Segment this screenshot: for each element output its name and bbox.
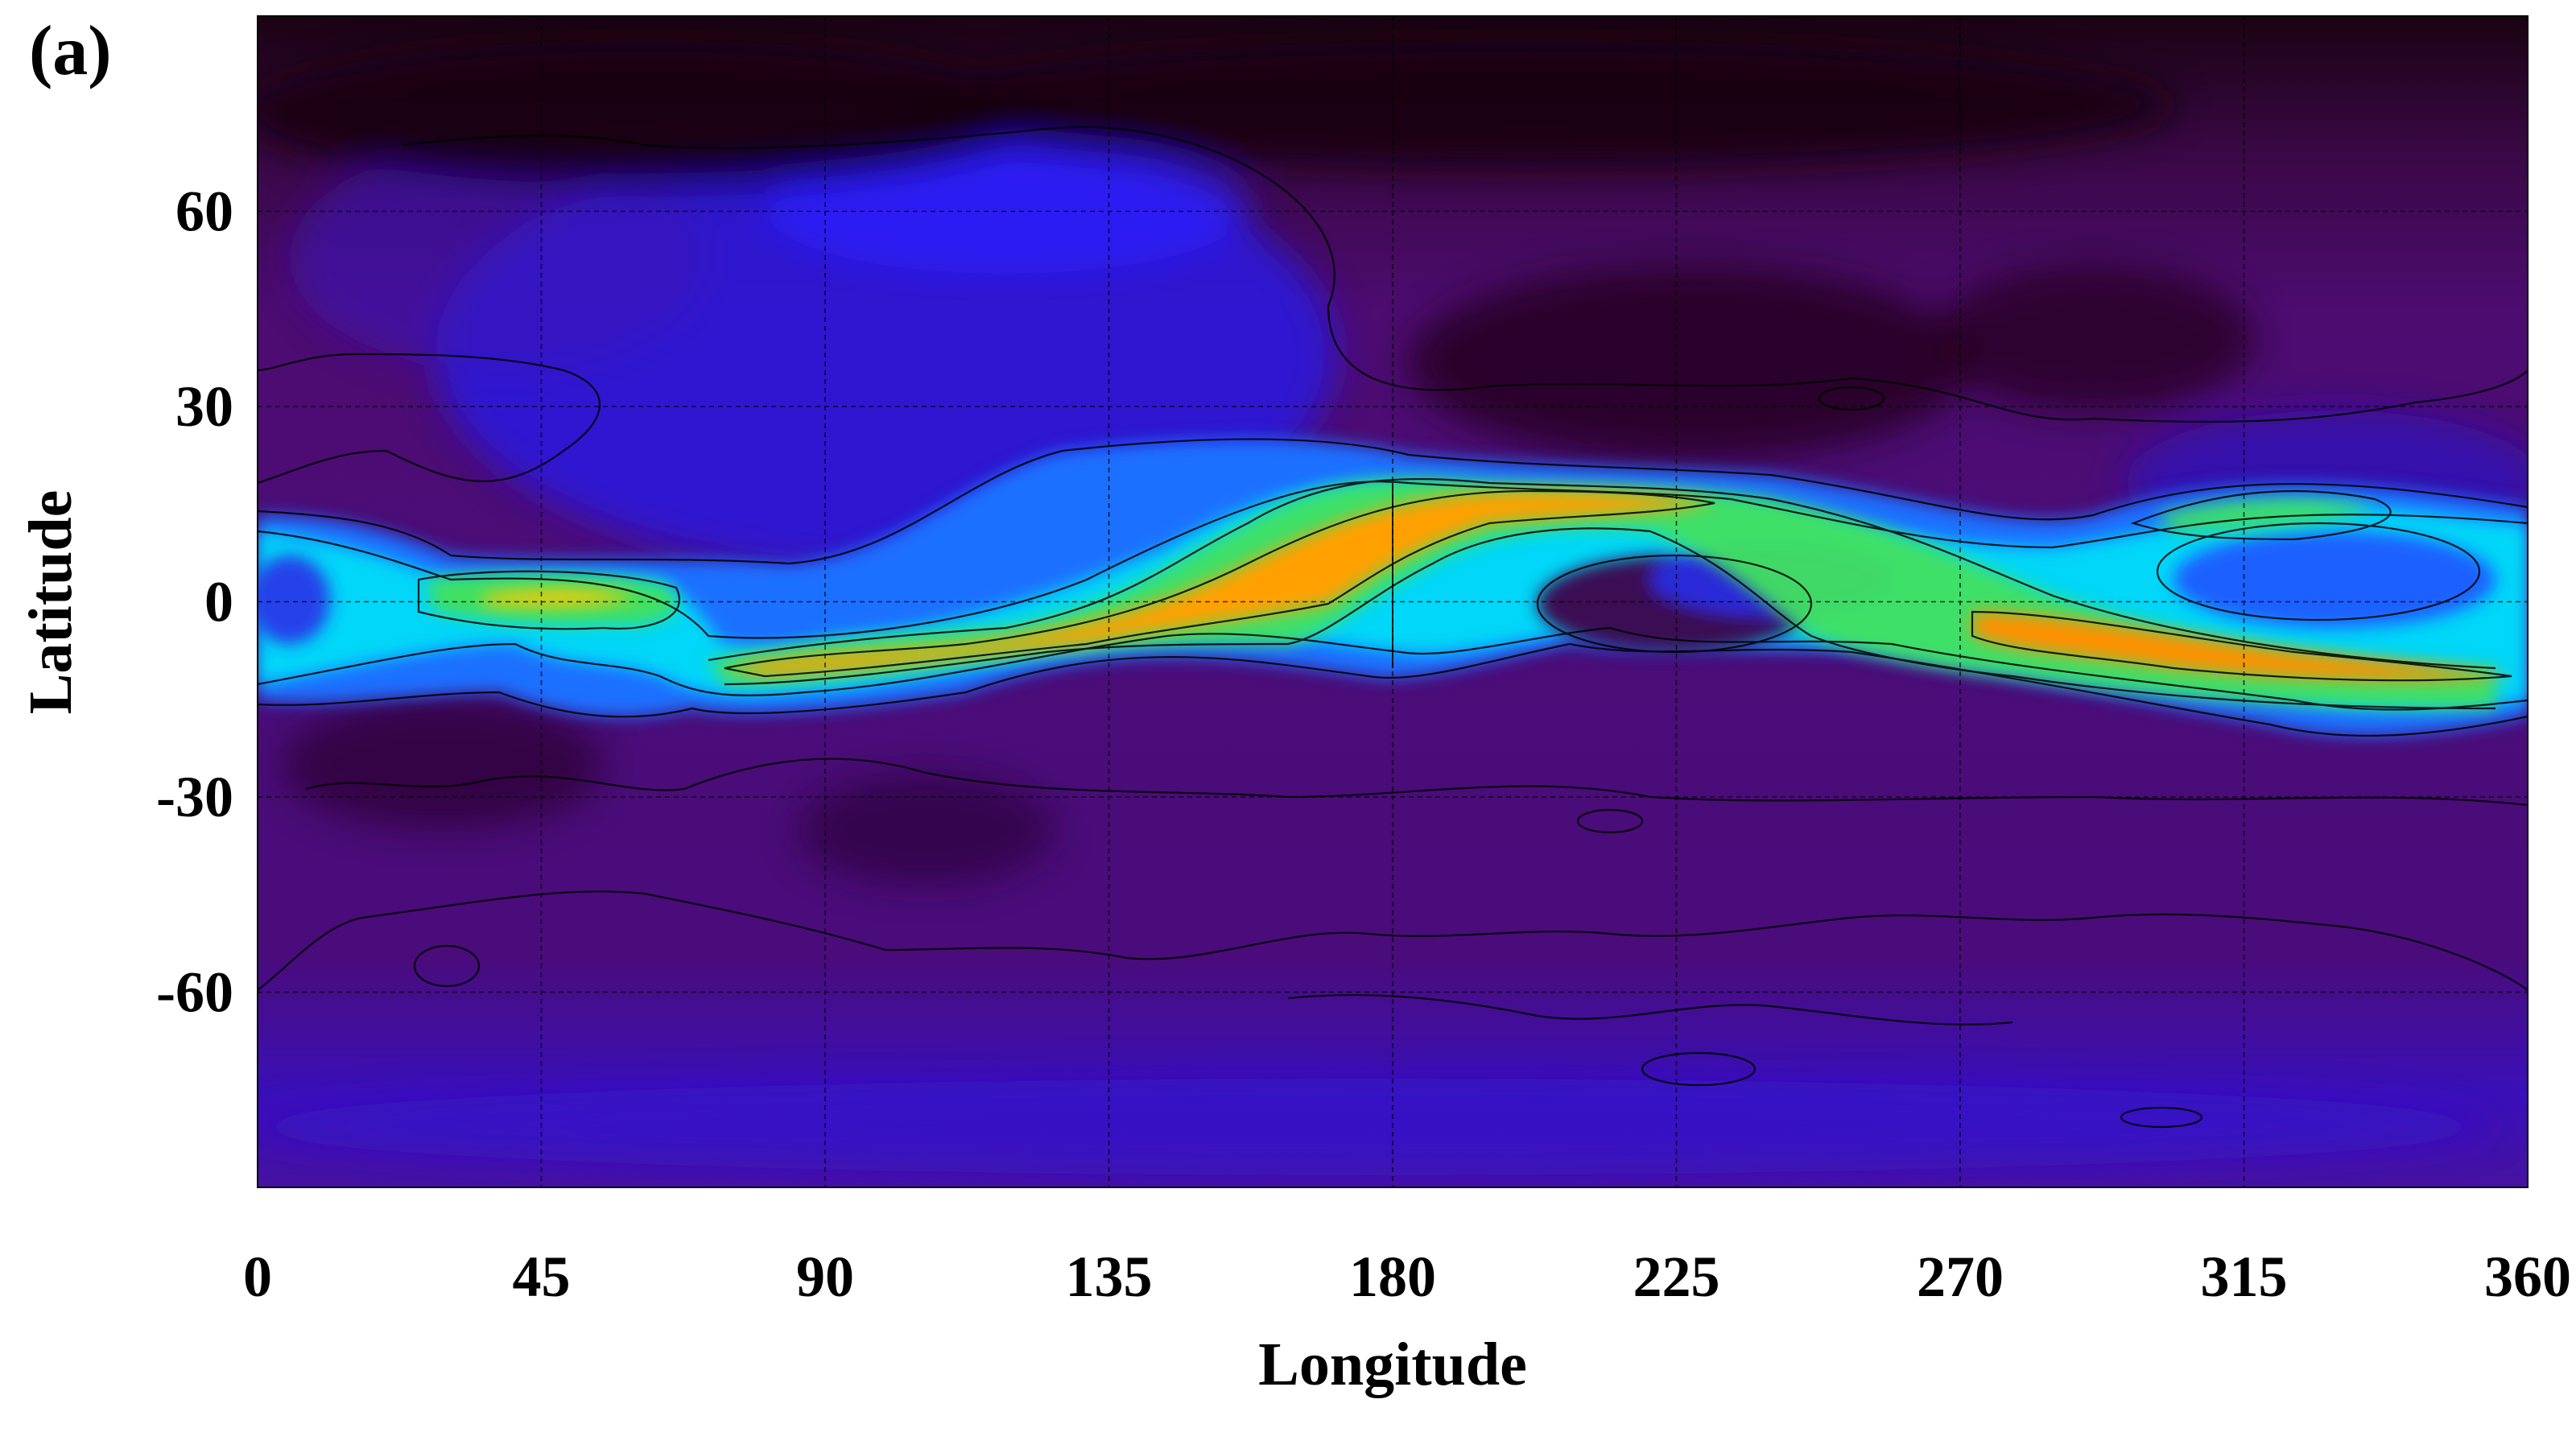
x-tick-label: 180: [1349, 1245, 1436, 1309]
x-tick-label: 90: [796, 1245, 854, 1309]
plot-border: [257, 15, 2529, 1188]
x-tick-label: 45: [513, 1245, 571, 1309]
x-tick-label: 360: [2484, 1245, 2571, 1309]
y-tick-label: -60: [156, 960, 233, 1025]
x-axis-ticks: 0 45 90 135 180 225 270 315 360: [243, 1245, 2571, 1309]
x-tick-label: 270: [1917, 1245, 2004, 1309]
y-tick-label: -30: [156, 765, 233, 829]
y-tick-label: 30: [175, 374, 233, 439]
plot-area: [258, 16, 2528, 1187]
y-axis-ticks: 60 30 0 -30 -60: [156, 180, 233, 1025]
x-tick-label: 135: [1066, 1245, 1153, 1309]
grid: [258, 16, 2528, 1187]
y-tick-label: 0: [204, 570, 233, 634]
y-axis-title: Latitude: [17, 490, 85, 715]
x-axis-title: Longitude: [1258, 1331, 1527, 1398]
panel-label: (a): [29, 12, 112, 90]
x-tick-label: 225: [1633, 1245, 1720, 1309]
y-tick-label: 60: [175, 180, 233, 244]
x-tick-label: 315: [2201, 1245, 2288, 1309]
x-tick-label: 0: [243, 1245, 272, 1309]
